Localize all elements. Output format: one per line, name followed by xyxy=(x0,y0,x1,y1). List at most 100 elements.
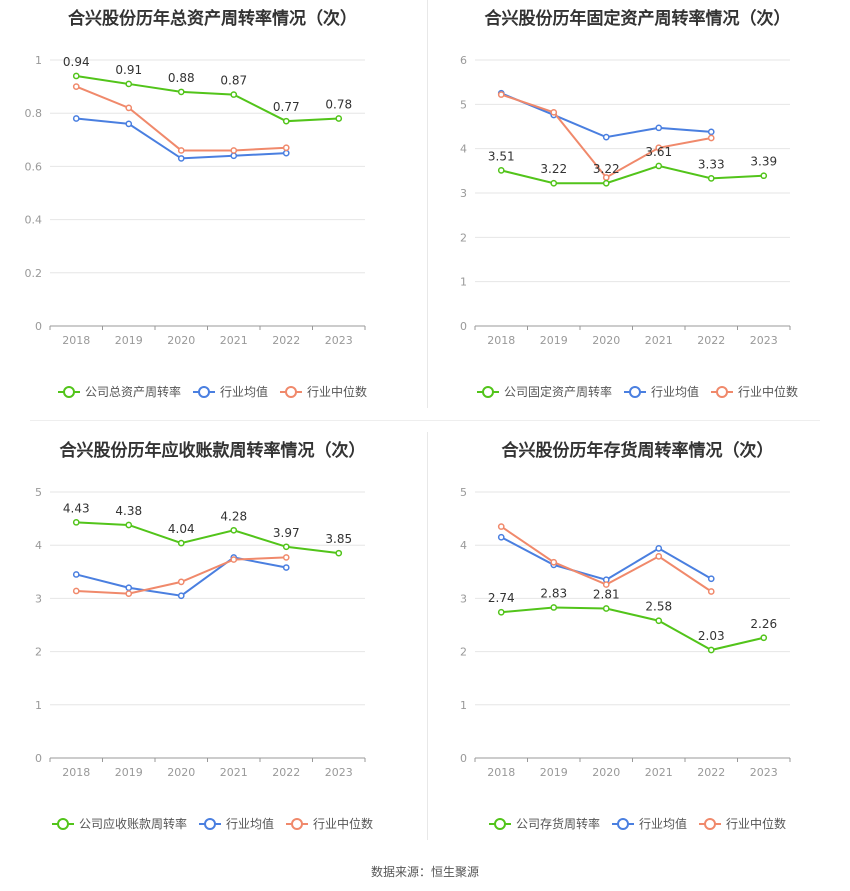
y-tick-label: 0.6 xyxy=(25,160,43,173)
legend-item-industry-avg[interactable]: 行业均值 xyxy=(198,815,274,832)
data-label: 3.22 xyxy=(540,162,567,176)
chart-legend: 公司应收账款周转率 行业均值 行业中位数 xyxy=(0,815,425,832)
legend-item-industry-median[interactable]: 行业中位数 xyxy=(286,815,373,832)
vertical-divider xyxy=(427,432,428,840)
data-point-company xyxy=(177,539,185,547)
data-point-industry-avg xyxy=(177,592,185,600)
legend-item-company[interactable]: 公司固定资产周转率 xyxy=(476,383,612,400)
legend-item-company[interactable]: 公司存货周转率 xyxy=(488,815,600,832)
x-tick-label: 2021 xyxy=(220,766,248,779)
y-tick-label: 2 xyxy=(35,646,42,659)
vertical-divider xyxy=(427,0,428,408)
data-point-industry-avg xyxy=(707,128,715,136)
chart-title: 合兴股份历年固定资产周转率情况（次） xyxy=(484,9,791,29)
legend-marker-icon xyxy=(198,817,221,830)
data-point-industry-avg xyxy=(72,115,80,122)
y-tick-label: 5 xyxy=(460,486,467,499)
data-point-company xyxy=(550,604,558,611)
data-point-industry-avg xyxy=(125,584,133,592)
y-tick-label: 0.8 xyxy=(25,107,43,120)
legend-marker-icon xyxy=(699,817,721,830)
x-tick-label: 2022 xyxy=(272,334,300,347)
data-point-company xyxy=(497,608,505,616)
series-line-industry-median xyxy=(75,85,287,152)
legend-item-industry-median[interactable]: 行业中位数 xyxy=(699,815,786,832)
data-label: 2.74 xyxy=(488,591,515,605)
x-tick-label: 2023 xyxy=(750,334,778,347)
legend-label: 公司应收账款周转率 xyxy=(78,817,187,831)
data-point-industry-median xyxy=(125,104,133,112)
x-tick-label: 2018 xyxy=(62,766,90,779)
data-point-industry-median xyxy=(230,147,238,154)
data-source-note: 数据来源：恒生聚源 xyxy=(370,865,479,879)
chart-plot: 0 1 2 3 4 5 2018 2019 2020 2021 2022 2023 2.74 2.83 2.… xyxy=(460,486,791,779)
data-point-industry-median xyxy=(707,134,715,142)
chart-panel-fixed-asset-turnover: 合兴股份历年固定资产周转率情况（次） 0 1 2 3 4 5 6 2018 2019 2020 20… xyxy=(425,0,850,420)
data-point-company xyxy=(707,175,715,182)
x-tick-label: 2023 xyxy=(750,766,778,779)
data-point-industry-avg xyxy=(282,564,290,571)
y-tick-label: 4 xyxy=(35,539,42,552)
legend-marker-icon xyxy=(192,385,215,398)
chart-title: 合兴股份历年总资产周转率情况（次） xyxy=(68,9,357,29)
data-point-company xyxy=(602,605,610,612)
y-tick-label: 4 xyxy=(460,143,467,156)
legend-label: 公司固定资产周转率 xyxy=(503,385,612,399)
y-tick-label: 0 xyxy=(35,320,42,333)
legend-item-industry-median[interactable]: 行业中位数 xyxy=(711,383,798,400)
x-tick-label: 2019 xyxy=(115,334,143,347)
series-line-industry-avg xyxy=(500,536,712,581)
data-point-company xyxy=(72,518,80,526)
legend-item-industry-avg[interactable]: 行业均值 xyxy=(623,383,699,400)
data-label: 4.43 xyxy=(63,501,90,515)
x-tick-label: 2022 xyxy=(272,766,300,779)
data-point-industry-median xyxy=(602,581,610,588)
data-point-industry-avg xyxy=(655,545,663,552)
data-point-industry-avg xyxy=(177,155,185,162)
data-point-company xyxy=(230,91,238,98)
legend-item-industry-avg[interactable]: 行业均值 xyxy=(192,383,268,400)
chart-plot: 0 0.2 0.4 0.6 0.8 1 2018 2019 2020 2021 2022 2023 0.… xyxy=(25,54,366,347)
legend-item-industry-median[interactable]: 行业中位数 xyxy=(280,383,367,400)
data-point-company xyxy=(177,88,185,96)
data-point-company xyxy=(655,617,663,625)
data-point-industry-avg xyxy=(602,133,610,141)
x-tick-label: 2019 xyxy=(540,766,568,779)
series-line-company xyxy=(501,164,764,185)
data-point-company xyxy=(72,72,80,80)
data-point-company xyxy=(550,179,558,187)
data-point-industry-median xyxy=(125,590,133,597)
data-point-industry-median xyxy=(497,523,505,530)
series-line-company xyxy=(76,74,339,123)
x-tick-label: 2020 xyxy=(592,334,620,347)
chart-title: 合兴股份历年存货周转率情况（次） xyxy=(501,441,774,461)
data-point-company xyxy=(707,646,715,654)
data-label: 4.38 xyxy=(115,504,142,518)
legend-marker-icon xyxy=(57,385,80,398)
legend-item-industry-avg[interactable]: 行业均值 xyxy=(611,815,687,832)
x-tick-label: 2018 xyxy=(62,334,90,347)
data-label: 2.81 xyxy=(593,588,620,602)
legend-label: 行业均值 xyxy=(225,817,274,831)
data-point-company xyxy=(282,117,290,125)
x-tick-label: 2019 xyxy=(540,334,568,347)
data-point-industry-avg xyxy=(497,533,505,541)
chart-plot: 0 1 2 3 4 5 6 2018 2019 2020 2021 2022 2023 3.51 3.22 3… xyxy=(460,54,791,347)
data-point-industry-median xyxy=(177,578,185,586)
data-point-industry-median xyxy=(655,553,663,560)
legend-item-company[interactable]: 公司应收账款周转率 xyxy=(51,815,187,832)
data-point-industry-median xyxy=(550,558,558,566)
data-point-company xyxy=(230,526,238,534)
legend-label: 公司存货周转率 xyxy=(515,817,600,831)
y-tick-label: 3 xyxy=(35,592,42,605)
legend-marker-icon xyxy=(286,817,308,830)
data-point-industry-avg xyxy=(655,124,663,132)
series-line-company xyxy=(501,606,764,652)
series-line-company xyxy=(76,521,339,555)
x-tick-label: 2022 xyxy=(697,334,725,347)
legend-item-company[interactable]: 公司总资产周转率 xyxy=(57,383,181,400)
y-tick-label: 0 xyxy=(460,320,467,333)
data-label: 3.97 xyxy=(273,526,300,540)
data-point-company xyxy=(760,172,768,180)
legend-label: 行业中位数 xyxy=(313,817,374,831)
